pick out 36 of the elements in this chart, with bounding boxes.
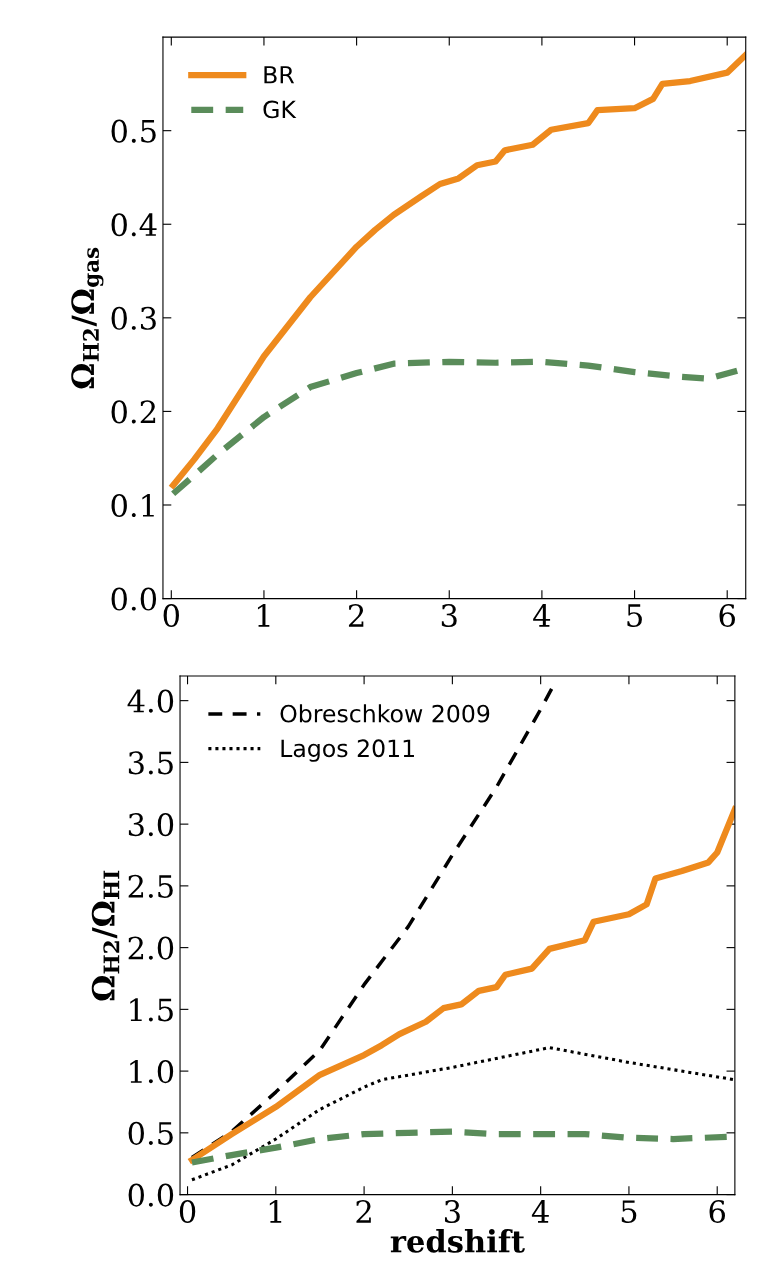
y-tick-label: 3.5 [128, 751, 173, 775]
y-tick-label: 1.5 [130, 998, 173, 1022]
y-axis-title: Ω$_{H2}$/Ω$_{gas}$ [71, 247, 104, 389]
x-tick-label: 2 [356, 1199, 371, 1223]
legend-label: BR [264, 66, 295, 84]
y-tick-label: 1.0 [130, 1060, 174, 1084]
legend-label: GK [263, 100, 297, 119]
x-tick-label: 1 [269, 1199, 282, 1223]
y-tick-label: 4.0 [127, 689, 174, 713]
y-tick-label: 0.5 [111, 119, 156, 143]
y-tick-label: 0.3 [111, 306, 156, 330]
x-tick-label: 3 [444, 1199, 460, 1224]
y-tick-label: 0.2 [111, 400, 156, 424]
x-tick-label: 4 [531, 1199, 549, 1223]
x-axis-title: redshift [390, 1229, 525, 1253]
x-tick-label: 6 [709, 1199, 726, 1224]
x-tick-label: 5 [627, 604, 642, 628]
y-tick-label: 0.0 [128, 1183, 174, 1207]
y-tick-label: 2.5 [128, 874, 173, 898]
y-tick-label: 3.0 [128, 813, 174, 837]
y-tick-label: 0.5 [128, 1121, 173, 1145]
y-axis-title: Ω$_{H2}$/Ω$_{HI}$ [91, 870, 120, 1001]
y-tick-label: 0.0 [111, 587, 157, 611]
x-tick-label: 0 [163, 603, 179, 628]
legend-label: Obreschkow 2009 [280, 704, 490, 723]
x-tick-label: 5 [621, 1200, 637, 1224]
x-tick-label: 4 [533, 603, 551, 627]
x-tick-label: 2 [348, 603, 364, 627]
x-tick-label: 3 [441, 603, 457, 628]
legend-label: Lagos 2011 [281, 739, 414, 762]
x-tick-label: 6 [719, 603, 735, 628]
x-tick-label: 0 [179, 1199, 196, 1224]
y-tick-label: 0.4 [111, 213, 157, 237]
x-tick-label: 1 [257, 603, 270, 627]
y-tick-label: 0.1 [111, 493, 154, 518]
y-tick-label: 2.0 [128, 936, 174, 960]
